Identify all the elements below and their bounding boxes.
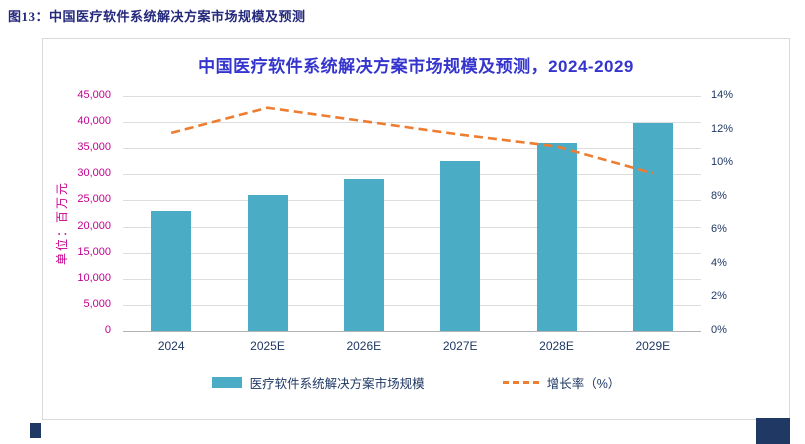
left-axis-tick: 30,000 bbox=[77, 167, 111, 180]
bar-2025E bbox=[247, 195, 288, 331]
left-axis-tick: 40,000 bbox=[77, 115, 111, 128]
left-axis-tick: 10,000 bbox=[77, 271, 111, 284]
right-axis-tick: 8% bbox=[711, 189, 727, 202]
legend-growth-rate-label: 增长率（%） bbox=[546, 377, 621, 391]
x-axis-tick-2026E: 2026E bbox=[346, 339, 382, 353]
right-axis-tick: 14% bbox=[711, 89, 734, 101]
gridline bbox=[123, 148, 701, 150]
left-axis-tick: 20,000 bbox=[77, 219, 111, 232]
chart-title: 中国医疗软件系统解决方案市场规模及预测，2024-2029 bbox=[198, 57, 634, 76]
right-axis-labels: 0% 2% 4% 6% 8% 10% 12% 14% bbox=[707, 89, 753, 336]
left-axis-labels: 0 5,000 10,000 15,000 20,000 25,000 30,000 35,0… bbox=[43, 89, 115, 336]
x-axis-labels: 2024 2025E 2026E 2027E 2028E 2029E bbox=[123, 339, 701, 357]
x-axis-tick-2024: 2024 bbox=[157, 339, 185, 353]
bar-2027E bbox=[440, 161, 481, 331]
bar-2026E bbox=[343, 178, 384, 331]
gridline bbox=[123, 174, 701, 176]
legend-bar-swatch bbox=[211, 377, 242, 388]
right-axis-tick: 4% bbox=[711, 256, 727, 269]
figure-caption: 图13：中国医疗软件系统解决方案市场规模及预测 bbox=[8, 9, 306, 24]
bar-2028E bbox=[536, 143, 577, 331]
left-axis-tick: 0 bbox=[104, 324, 111, 336]
x-axis-tick-2027E: 2027E bbox=[442, 339, 478, 353]
gridline bbox=[123, 122, 701, 124]
right-axis-tick: 6% bbox=[711, 223, 727, 236]
left-axis-tick: 25,000 bbox=[77, 193, 111, 206]
left-axis-tick: 45,000 bbox=[77, 89, 111, 101]
right-axis-tick: 12% bbox=[711, 122, 734, 135]
plot-area bbox=[123, 96, 701, 332]
legend-market-size-label: 医疗软件系统解决方案市场规模 bbox=[249, 377, 425, 391]
gridline bbox=[123, 278, 701, 280]
bottom-right-corner-decoration bbox=[756, 418, 790, 444]
bar-2029E bbox=[632, 123, 673, 331]
gridline bbox=[123, 96, 701, 97]
gridline bbox=[123, 226, 701, 228]
legend-item-growth-rate: 增长率（%） bbox=[502, 373, 621, 392]
left-axis-tick: 5,000 bbox=[83, 297, 111, 310]
legend: 医疗软件系统解决方案市场规模 增长率（%） bbox=[43, 373, 789, 392]
x-axis-tick-2025E: 2025E bbox=[250, 339, 285, 353]
x-axis-tick-2029E: 2029E bbox=[635, 339, 671, 353]
x-axis-tick-2028E: 2028E bbox=[539, 339, 574, 353]
gridline bbox=[123, 304, 701, 306]
gridline bbox=[123, 200, 701, 202]
legend-item-market-size: 医疗软件系统解决方案市场规模 bbox=[211, 373, 425, 392]
growth-rate-line bbox=[170, 106, 654, 175]
right-axis-tick: 0% bbox=[711, 324, 727, 336]
right-axis-tick: 10% bbox=[711, 156, 734, 169]
left-axis-tick: 15,000 bbox=[77, 245, 111, 258]
bar-2024 bbox=[151, 210, 192, 331]
left-axis-tick: 35,000 bbox=[77, 141, 111, 154]
chart-container: 中国医疗软件系统解决方案市场规模及预测，2024-2029 单位：百万元 0 5,… bbox=[42, 38, 790, 420]
bottom-left-corner-decoration bbox=[30, 423, 41, 438]
right-axis-tick: 2% bbox=[711, 290, 727, 303]
gridline bbox=[123, 252, 701, 254]
legend-line-swatch bbox=[502, 381, 539, 384]
